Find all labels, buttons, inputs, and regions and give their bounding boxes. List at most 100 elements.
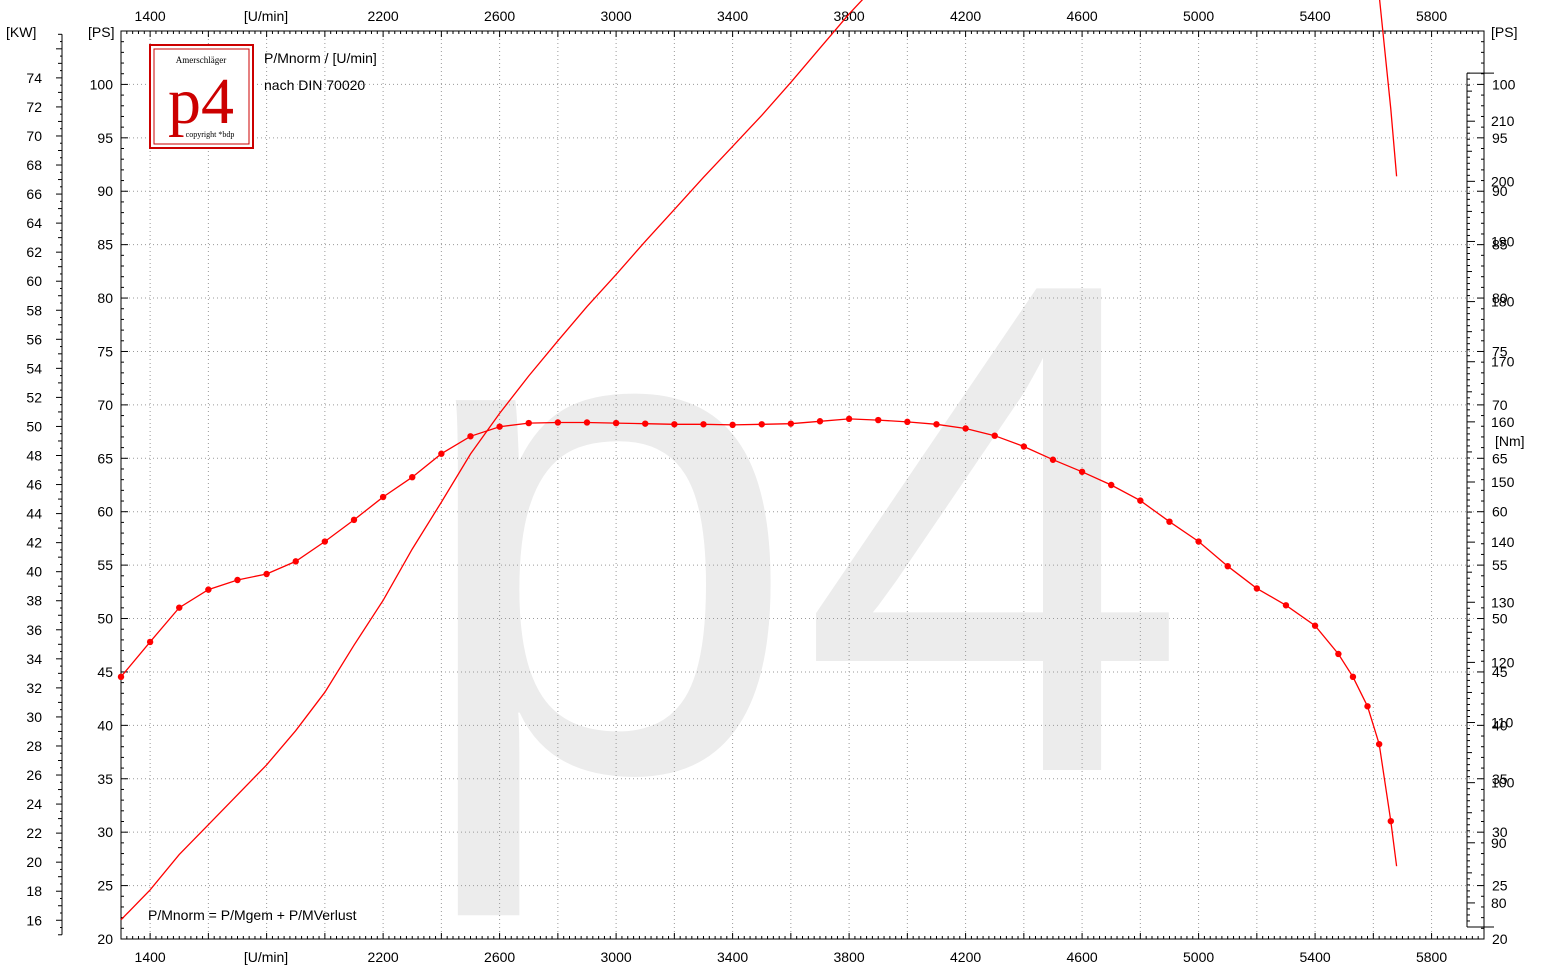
torque-point <box>875 416 882 424</box>
x-tick-label-bottom: 3000 <box>601 949 632 965</box>
kw-tick-label: 68 <box>26 157 42 173</box>
torque-point <box>1364 703 1371 710</box>
kw-tick-label: 32 <box>26 680 42 696</box>
ps-axis-unit-left: [PS] <box>88 24 114 40</box>
torque-point <box>583 419 591 426</box>
torque-point <box>1375 740 1383 748</box>
nm-tick-label: 140 <box>1491 534 1515 550</box>
x-axis-unit-bottom: [U/min] <box>244 949 288 965</box>
ps-tick-label-left: 70 <box>97 397 113 413</box>
kw-tick-label: 48 <box>26 447 42 463</box>
x-tick-label-bottom: 4600 <box>1067 949 1098 965</box>
kw-axis-unit: [KW] <box>6 24 36 40</box>
nm-tick-label: 150 <box>1491 474 1515 490</box>
kw-tick-label: 72 <box>26 99 42 115</box>
x-tick-label-bottom: 1400 <box>135 949 166 965</box>
ps-tick-label-left: 35 <box>97 771 113 787</box>
torque-point <box>263 570 270 578</box>
kw-tick-label: 18 <box>26 883 42 899</box>
power-line <box>120 0 1398 921</box>
kw-tick-label: 26 <box>26 767 42 783</box>
kw-tick-label: 54 <box>26 360 42 376</box>
logo-top-text: Amerschläger <box>176 55 226 65</box>
kw-tick-label: 64 <box>26 215 42 231</box>
torque-point <box>1387 817 1395 825</box>
torque-point <box>1335 650 1342 658</box>
ps-tick-label-left: 75 <box>97 343 113 359</box>
torque-point <box>671 421 678 428</box>
data-series <box>117 0 1398 921</box>
nm-tick-label: 180 <box>1491 294 1515 310</box>
ps-tick-label-right: 20 <box>1492 931 1508 947</box>
kw-tick-label: 62 <box>26 244 42 260</box>
torque-point <box>1108 481 1115 489</box>
x-tick-label-bottom: 3800 <box>834 949 865 965</box>
nm-tick-label: 100 <box>1491 775 1515 791</box>
torque-point <box>845 415 853 423</box>
logo-inner-frame <box>153 48 250 145</box>
x-tick-label-bottom: 5800 <box>1416 949 1447 965</box>
axes: 1400 1400 2200 2200 2600 2600 3000 3000 3400 3400… <box>26 8 1515 965</box>
x-tick-label-top: 3000 <box>601 8 632 24</box>
x-tick-label-top: 5000 <box>1183 8 1214 24</box>
ps-tick-label-left: 20 <box>97 931 113 947</box>
logo-bottom-text: copyright *bdp <box>186 130 235 139</box>
torque-point <box>321 538 329 545</box>
nm-axis-unit: [Nm] <box>1495 433 1525 449</box>
ps-tick-label-left: 80 <box>97 290 113 306</box>
torque-point <box>1020 443 1028 450</box>
x-tick-label-bottom: 5000 <box>1183 949 1214 965</box>
kw-tick-label: 24 <box>26 796 42 812</box>
x-tick-label-bottom: 4200 <box>950 949 981 965</box>
chart-title-line-1: P/Mnorm / [U/min] <box>264 50 377 66</box>
ps-tick-label-left: 65 <box>97 450 113 466</box>
torque-point <box>234 576 241 584</box>
nm-tick-label: 210 <box>1491 113 1515 129</box>
ps-tick-label-right: 25 <box>1492 878 1508 894</box>
kw-tick-label: 20 <box>26 854 42 870</box>
x-tick-label-top: 2600 <box>484 8 515 24</box>
torque-point <box>379 493 387 501</box>
kw-tick-label: 70 <box>26 128 42 144</box>
nm-tick-label: 160 <box>1491 414 1515 430</box>
kw-tick-label: 28 <box>26 738 42 754</box>
ps-tick-label-right: 75 <box>1492 343 1508 359</box>
nm-tick-label: 90 <box>1491 835 1507 851</box>
nm-tick-label: 120 <box>1491 654 1515 670</box>
torque-point <box>1282 602 1290 609</box>
kw-tick-label: 40 <box>26 564 42 580</box>
grid <box>121 31 1484 939</box>
torque-point <box>933 421 940 428</box>
nm-tick-label: 170 <box>1491 354 1515 370</box>
torque-point <box>176 604 183 611</box>
kw-tick-label: 58 <box>26 302 42 318</box>
kw-tick-label: 66 <box>26 186 42 202</box>
torque-point <box>1349 673 1357 681</box>
watermark-text: p4 <box>411 137 1190 923</box>
x-tick-label-top: 2200 <box>368 8 399 24</box>
kw-tick-label: 38 <box>26 593 42 609</box>
nm-tick-label: 200 <box>1491 173 1515 189</box>
torque-point <box>1078 468 1086 475</box>
x-tick-label-top: 5400 <box>1300 8 1331 24</box>
watermark: p4 <box>411 137 1190 923</box>
torque-point <box>496 423 503 430</box>
ps-tick-label-right: 95 <box>1492 130 1508 146</box>
ps-tick-label-right: 40 <box>1492 717 1508 733</box>
kw-tick-label: 22 <box>26 825 42 841</box>
ps-tick-label-left: 55 <box>97 557 113 573</box>
torque-line <box>120 418 1398 867</box>
x-tick-label-top: 4200 <box>950 8 981 24</box>
ps-tick-label-right: 30 <box>1492 824 1508 840</box>
ps-tick-label-left: 60 <box>97 504 113 520</box>
ps-tick-label-right: 80 <box>1492 290 1508 306</box>
kw-tick-label: 50 <box>26 418 42 434</box>
torque-point <box>787 420 795 427</box>
torque-point <box>729 421 736 429</box>
ps-tick-label-right: 45 <box>1492 664 1508 680</box>
ps-tick-label-right: 85 <box>1492 237 1508 253</box>
torque-point <box>525 419 532 427</box>
torque-point <box>146 638 154 646</box>
ps-tick-label-left: 45 <box>97 664 113 680</box>
